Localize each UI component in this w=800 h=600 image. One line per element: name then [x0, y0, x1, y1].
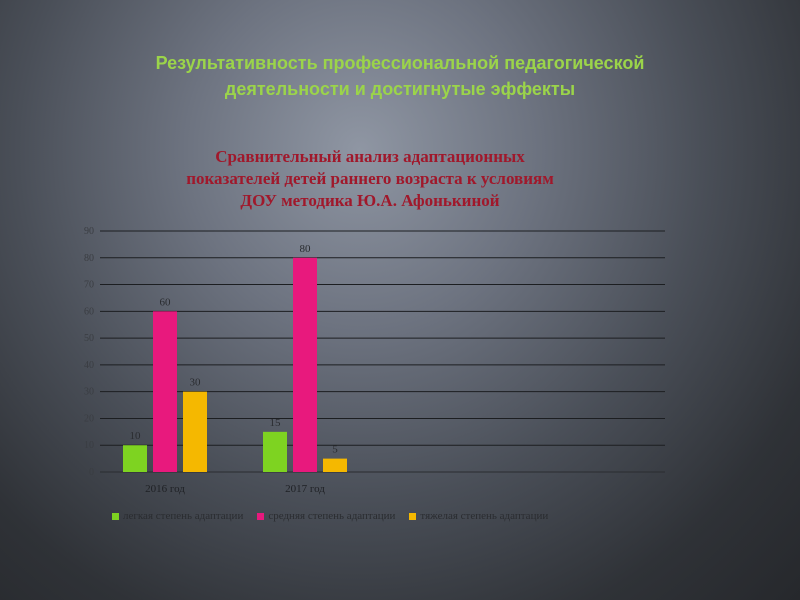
chart-legend: легкая степень адаптации средняя степень…	[112, 508, 548, 524]
bar-0-1	[153, 311, 177, 472]
slide-title: Результативность профессиональной педаго…	[60, 50, 740, 102]
x-category-label-1: 2017 год	[285, 483, 325, 495]
bar-1-0	[263, 431, 287, 472]
chart-title-line-3: ДОУ методика Ю.А. Афонькиной	[240, 191, 500, 210]
y-tick-label-20: 20	[84, 413, 94, 424]
bar-0-0	[123, 445, 147, 472]
legend-swatch-medium	[257, 512, 265, 520]
data-label-0-0: 10	[130, 430, 142, 442]
y-tick-label-60: 60	[84, 306, 94, 317]
x-category-label-0: 2016 год	[145, 483, 185, 495]
legend-swatch-light	[112, 512, 119, 520]
data-label-1-2: 5	[332, 444, 338, 456]
y-tick-label-90: 90	[84, 226, 94, 237]
legend-item-medium: средняя степень адаптации	[257, 510, 395, 522]
chart-title-line-1: Сравнительный анализ адаптационных	[215, 147, 525, 166]
chart-bars	[123, 257, 347, 472]
data-label-0-1: 60	[160, 296, 172, 308]
legend-swatch-heavy	[409, 512, 417, 520]
legend-item-heavy: тяжелая степень адаптации	[409, 510, 548, 522]
chart-title: Сравнительный анализ адаптационных показ…	[120, 146, 620, 212]
y-tick-label-0: 0	[89, 467, 94, 478]
data-label-1-1: 80	[300, 243, 312, 255]
bar-1-1	[293, 257, 317, 472]
chart-labels: 10 60 30 2016 год 15 80 5 2017 год	[130, 243, 339, 495]
data-label-1-0: 15	[270, 417, 282, 429]
slide-title-line-2: деятельности и достигнутые эффекты	[224, 79, 576, 99]
chart-y-axis: 0 10 20 30 40 50 60 70 80 90	[84, 226, 94, 478]
y-tick-label-70: 70	[84, 280, 94, 291]
y-tick-label-10: 10	[84, 440, 94, 451]
legend-label-light: легкая степень адаптации	[123, 510, 244, 522]
bar-0-2	[183, 391, 207, 472]
legend-item-light: легкая степень адаптации	[112, 510, 243, 522]
y-tick-label-30: 30	[84, 387, 94, 398]
bar-1-2	[323, 458, 347, 472]
chart-title-line-2: показателей детей раннего возраста к усл…	[186, 169, 554, 188]
slide-title-line-1: Результативность профессиональной педаго…	[155, 53, 645, 73]
y-tick-label-40: 40	[84, 360, 94, 371]
y-tick-label-80: 80	[84, 253, 94, 264]
data-label-0-2: 30	[190, 377, 202, 389]
legend-label-heavy: тяжелая степень адаптации	[420, 510, 549, 522]
legend-label-medium: средняя степень адаптации	[268, 510, 396, 522]
y-tick-label-50: 50	[84, 333, 94, 344]
